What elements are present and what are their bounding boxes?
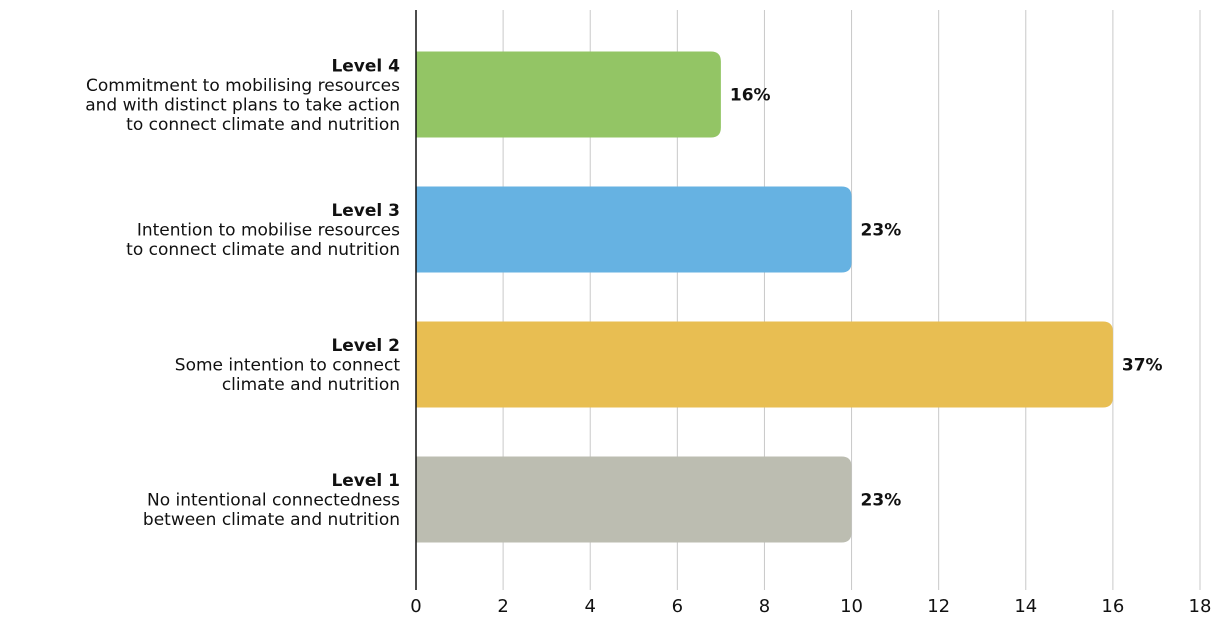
- category-description-line: No intentional connectedness: [147, 491, 400, 511]
- category-level-label: Level 1: [331, 471, 400, 491]
- data-label: 23%: [861, 221, 902, 241]
- data-label: 37%: [1122, 356, 1163, 376]
- category-description-line: Commitment to mobilising resources: [86, 76, 400, 96]
- x-axis-ticks: 0 2 4 6 8 10 12 14 16 18: [410, 596, 1211, 617]
- x-tick-label: 6: [672, 596, 683, 617]
- category-description-line: climate and nutrition: [222, 375, 400, 395]
- x-tick-label: 0: [410, 596, 421, 617]
- x-tick-label: 18: [1189, 596, 1212, 617]
- x-tick-label: 2: [497, 596, 508, 617]
- x-tick-label: 12: [927, 596, 950, 617]
- bar-level-4: [416, 51, 721, 138]
- x-tick-label: 8: [759, 596, 770, 617]
- category-description-line: Intention to mobilise resources: [137, 221, 400, 241]
- category-level-label: Level 2: [331, 336, 400, 356]
- bars: [416, 51, 1113, 543]
- x-tick-label: 10: [840, 596, 863, 617]
- x-tick-label: 14: [1014, 596, 1037, 617]
- bar-level-3: [416, 186, 852, 273]
- data-label: 16%: [730, 86, 771, 106]
- category-description-line: Some intention to connect: [175, 356, 401, 376]
- data-label: 23%: [861, 491, 902, 511]
- bar-level-2: [416, 321, 1113, 408]
- category-description-line: to connect climate and nutrition: [126, 240, 400, 260]
- category-description-line: and with distinct plans to take action: [85, 95, 400, 115]
- category-level-label: Level 3: [331, 201, 400, 221]
- category-level-label: Level 4: [331, 56, 400, 76]
- category-description-line: to connect climate and nutrition: [126, 115, 400, 135]
- x-tick-label: 16: [1101, 596, 1124, 617]
- x-tick-label: 4: [584, 596, 595, 617]
- category-description-line: between climate and nutrition: [143, 510, 400, 530]
- bar-level-1: [416, 456, 852, 543]
